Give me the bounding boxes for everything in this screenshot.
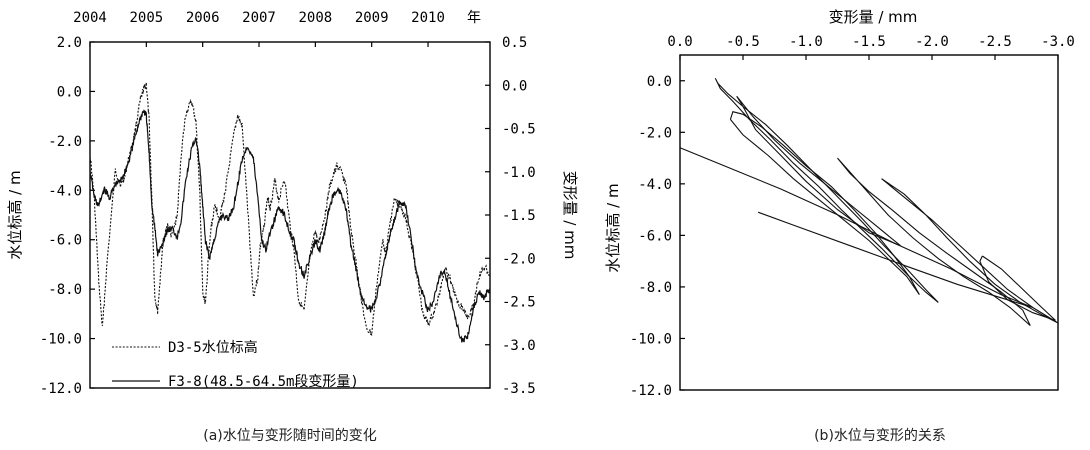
loop-5 [979,255,1056,321]
x-axis-label-b: 变形量 / mm [829,8,918,26]
left-tick-label-3: -4.0 [48,183,82,199]
left-axis-ticks: 2.0 0.0 -2.0 -4.0 -6.0 -8.0 -10.0 -12.0 [40,35,95,397]
right-tick-label-7: -3.0 [502,338,536,354]
legend-label-1: D3-5水位标高 [168,339,258,356]
year-label-6: 2010 [411,10,445,26]
right-tick-label-1: 0.0 [502,78,527,94]
loop-4 [881,178,1059,324]
y-tick-label-b-1: -2.0 [638,125,672,141]
top-axis-unit: 年 [467,10,481,26]
right-tick-label-8: -3.5 [502,381,536,397]
left-tick-label-2: -2.0 [48,134,82,150]
left-tick-label-1: 0.0 [57,84,82,100]
year-label-5: 2009 [355,10,389,26]
series-line-1 [89,109,491,343]
right-tick-label-0: 0.5 [502,35,527,51]
right-tick-label-2: -0.5 [502,122,536,138]
y-tick-label-b-2: -4.0 [638,177,672,193]
loop-2 [736,95,901,247]
loops-group-b [679,77,1059,327]
right-axis-ticks: 0.5 0.0 -0.5 -1.0 -1.5 -2.0 -2.5 -3.0 -3.5 [485,35,536,397]
x-tick-label-b-5: -2.5 [978,34,1012,50]
y-tick-label-b-4: -8.0 [638,280,672,296]
x-tick-label-b-2: -1.0 [789,34,823,50]
x-tick-label-b-4: -2.0 [915,34,949,50]
loop-0 [714,77,939,303]
y-tick-label-b-0: 0.0 [647,74,672,90]
legend-label-2: F3-8(48.5-64.5m段变形量) [168,374,359,390]
x-tick-label-b-3: -1.5 [852,34,886,50]
right-tick-label-6: -2.5 [502,295,536,311]
right-axis-label: 变形量 / mm [561,171,579,260]
year-label-3: 2007 [242,10,276,26]
x-tick-label-b-1: -0.5 [726,34,760,50]
left-tick-label-5: -8.0 [48,282,82,298]
year-label-2: 2006 [186,10,220,26]
right-tick-label-4: -1.5 [502,208,536,224]
y-tick-label-b-6: -12.0 [630,383,672,399]
left-tick-label-4: -6.0 [48,233,82,249]
series-line-0 [89,82,491,336]
left-tick-label-6: -10.0 [40,332,82,348]
left-axis-label: 水位标高 / m [6,170,24,259]
y-tick-label-b-3: -6.0 [638,228,672,244]
x-tick-label-b-0: 0.0 [667,34,692,50]
left-tick-label-0: 2.0 [57,35,82,51]
panel-b: 变形量 / mm 0.0 -0.5 -1.0 -1.5 -2.0 -2.5 -3.0 0.0… [604,8,1075,444]
x-axis-ticks-b: 0.0 -0.5 -1.0 -1.5 -2.0 -2.5 -3.0 [667,34,1075,60]
legend: D3-5水位标高 F3-8(48.5-64.5m段变形量) [112,339,359,390]
right-tick-label-5: -2.0 [502,251,536,267]
loop-1 [729,111,920,296]
y-axis-label-b: 水位标高 / m [604,183,622,272]
loop-3 [837,157,1031,327]
x-tick-label-b-6: -3.0 [1041,34,1075,50]
series-group-a [89,82,491,343]
plot-frame-a [89,41,491,389]
y-axis-ticks-b: 0.0 -2.0 -4.0 -6.0 -8.0 -10.0 -12.0 [630,74,685,399]
y-tick-label-b-5: -10.0 [630,331,672,347]
right-tick-label-3: -1.0 [502,165,536,181]
year-label-1: 2005 [129,10,163,26]
year-label-0: 2004 [73,10,107,26]
top-axis-years: 2004 2005 2006 2007 2008 2009 2010 [73,10,445,47]
loop-6 [679,147,1034,309]
left-tick-label-7: -12.0 [40,381,82,397]
panel-a: 2004 2005 2006 2007 2008 2009 2010 年 2.0 0.0 -2.… [6,10,579,444]
caption-b: (b)水位与变形的关系 [814,428,946,444]
caption-a: (a)水位与变形随时间的变化 [203,428,377,444]
year-label-4: 2008 [298,10,332,26]
